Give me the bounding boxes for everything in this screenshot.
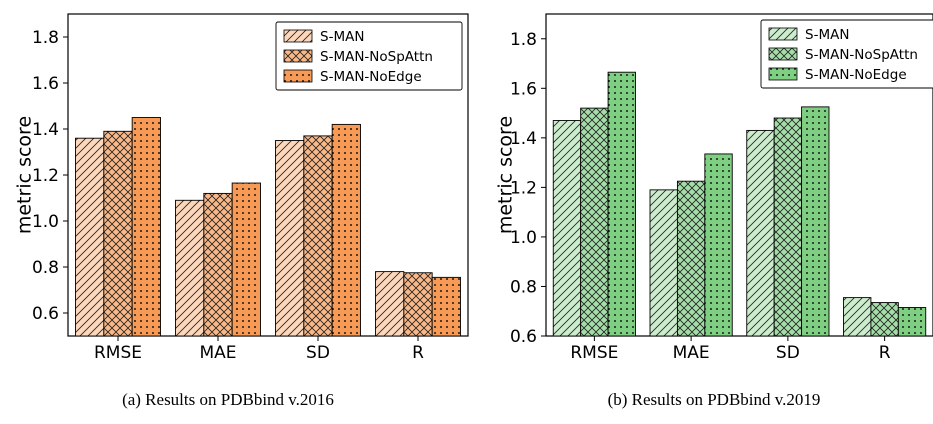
y-axis-label-a: metric score — [14, 116, 36, 234]
bar-mae-s-man-noedge — [231, 182, 261, 337]
y-tick-label: 1.4 — [510, 129, 537, 149]
x-tick-label: R — [412, 343, 424, 363]
x-tick-label: MAE — [673, 343, 710, 363]
bar-sd-s-man-nospattn — [303, 135, 333, 337]
y-tick-label: 0.8 — [510, 277, 537, 297]
legend-a: S-MAN S-MAN-NoSpAttn S-MAN-NoEdge — [275, 21, 463, 91]
bar-rmse-s-man-nospattn — [103, 130, 133, 337]
bar-sd-s-man-nospattn — [773, 117, 803, 337]
bar-mae-s-man-nospattn — [203, 192, 233, 337]
y-tick-label: 1.6 — [32, 74, 59, 94]
bar-mae-s-man-noedge — [704, 153, 733, 337]
y-tick-label: 1.6 — [510, 79, 537, 99]
bar-r-s-man-noedge — [897, 307, 927, 337]
legend-b: S-MAN S-MAN-NoSpAttn S-MAN-NoEdge — [760, 19, 933, 89]
y-tick-label: 1.8 — [32, 28, 59, 48]
legend-swatch — [283, 69, 313, 83]
y-tick-label: 1.8 — [510, 30, 537, 50]
bar-sd-s-man-noedge — [801, 106, 830, 337]
bar-mae-s-man — [649, 189, 678, 337]
x-axis-a: RMSE MAE SD R — [94, 336, 424, 363]
legend-swatch — [768, 67, 798, 81]
chart-panel-a: 0.6 0.8 1.0 1.2 1.4 1.6 1.8 RMSE MAE SD R metric … — [14, 13, 469, 409]
bar-r-s-man — [375, 271, 405, 337]
x-tick-label: RMSE — [570, 343, 618, 363]
legend-swatch — [768, 27, 798, 41]
caption-a: (a) Results on PDBbind v.2016 — [122, 390, 334, 409]
legend-box — [275, 21, 463, 91]
legend-label: S-MAN-NoEdge — [805, 67, 907, 83]
legend-label: S-MAN — [805, 27, 849, 43]
legend-label: S-MAN-NoEdge — [320, 69, 422, 85]
bar-sd-s-man — [275, 140, 305, 337]
y-tick-label: 0.6 — [510, 327, 537, 347]
y-tick-label: 1.2 — [32, 166, 59, 186]
legend-label: S-MAN-NoSpAttn — [805, 47, 918, 63]
bars-a — [75, 117, 461, 337]
y-axis-label-b: metric score — [495, 116, 517, 234]
bar-rmse-s-man — [552, 120, 582, 337]
legend-swatch — [283, 29, 313, 43]
legend-swatch — [283, 49, 313, 63]
bar-r-s-man — [843, 297, 872, 337]
y-tick-label: 1.2 — [510, 178, 537, 198]
y-tick-label: 1.4 — [32, 120, 59, 140]
y-axis-b: 0.6 0.8 1.0 1.2 1.4 1.6 1.8 — [510, 30, 546, 347]
y-tick-label: 0.6 — [32, 304, 59, 324]
y-tick-label: 1.0 — [32, 212, 59, 232]
bar-r-s-man-nospattn — [403, 272, 433, 337]
x-tick-label: SD — [306, 343, 330, 363]
bar-rmse-s-man — [75, 137, 105, 337]
x-tick-label: RMSE — [94, 343, 142, 363]
caption-b: (b) Results on PDBbind v.2019 — [608, 390, 821, 409]
legend-label: S-MAN — [320, 29, 364, 45]
bar-rmse-s-man-noedge — [131, 117, 161, 337]
x-tick-label: R — [879, 343, 891, 363]
x-tick-label: SD — [776, 343, 800, 363]
y-tick-label: 1.0 — [510, 228, 537, 248]
y-tick-label: 0.8 — [32, 258, 59, 278]
legend-label: S-MAN-NoSpAttn — [320, 49, 433, 65]
legend-box — [760, 19, 933, 89]
x-tick-label: MAE — [199, 343, 236, 363]
bar-r-s-man-noedge — [431, 276, 461, 337]
bar-mae-s-man — [175, 199, 205, 337]
legend-swatch — [768, 47, 798, 61]
bar-sd-s-man-noedge — [331, 123, 361, 337]
bar-sd-s-man — [746, 129, 775, 337]
x-axis-b: RMSE MAE SD R — [570, 336, 891, 363]
bar-r-s-man-nospattn — [870, 302, 899, 337]
plot-frame-b — [545, 13, 933, 337]
bar-rmse-s-man-nospattn — [580, 107, 609, 337]
bar-mae-s-man-nospattn — [676, 180, 706, 337]
bars-b — [552, 71, 927, 337]
chart-panel-b: 0.6 0.8 1.0 1.2 1.4 1.6 1.8 RMSE MAE SD R metric … — [495, 13, 933, 409]
y-axis-a: 0.6 0.8 1.0 1.2 1.4 1.6 1.8 — [32, 28, 68, 324]
bar-rmse-s-man-noedge — [607, 71, 636, 337]
